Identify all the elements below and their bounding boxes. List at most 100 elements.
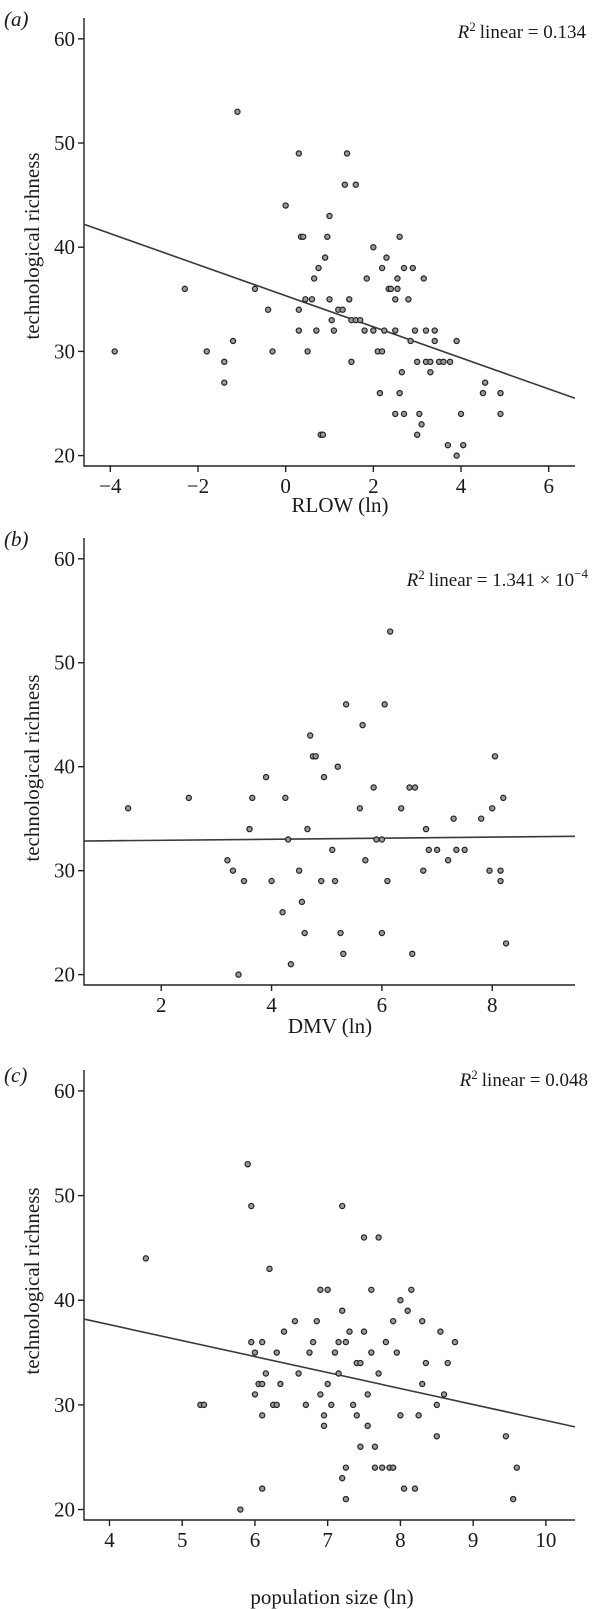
data-point xyxy=(312,753,319,760)
x-tick-label: 2 xyxy=(368,474,379,498)
data-point xyxy=(361,327,368,334)
data-points-c xyxy=(142,1160,521,1513)
data-point xyxy=(302,1401,310,1409)
data-point xyxy=(433,1401,440,1409)
regression-line xyxy=(83,1318,576,1428)
data-point xyxy=(353,1412,360,1419)
axis-lines-b xyxy=(83,538,575,986)
data-point xyxy=(339,1202,346,1210)
x-tick-label: 8 xyxy=(395,1528,406,1552)
data-point xyxy=(440,358,447,366)
data-point xyxy=(282,202,289,209)
data-point xyxy=(248,1338,255,1346)
data-point xyxy=(397,1412,404,1419)
data-point xyxy=(234,108,241,115)
data-point xyxy=(304,348,311,355)
data-point xyxy=(295,150,303,157)
x-tick-label: −2 xyxy=(187,474,209,498)
data-point xyxy=(357,1443,364,1450)
data-point xyxy=(398,369,406,376)
data-point xyxy=(478,815,485,822)
data-point xyxy=(413,358,421,366)
data-point xyxy=(284,836,292,843)
data-point xyxy=(413,431,421,438)
data-point xyxy=(415,1412,422,1419)
data-point xyxy=(451,1338,459,1346)
data-point xyxy=(393,1349,400,1356)
data-point xyxy=(251,1391,259,1398)
y-tick-label: 50 xyxy=(54,651,75,675)
data-point xyxy=(422,1359,430,1367)
data-point xyxy=(486,867,493,874)
data-point xyxy=(298,898,306,906)
data-point xyxy=(437,1328,444,1335)
y-axis-label-a: technological richness xyxy=(20,152,44,339)
data-point xyxy=(389,1317,397,1325)
data-point xyxy=(371,1443,379,1450)
data-point xyxy=(334,763,341,770)
axes-c xyxy=(83,1070,575,1521)
data-point xyxy=(373,836,380,843)
data-point xyxy=(352,181,360,188)
data-point xyxy=(318,877,325,885)
data-point xyxy=(328,1401,335,1409)
data-point xyxy=(453,846,460,854)
x-tick-label: 6 xyxy=(250,1528,261,1552)
x-axis-label-a: RLOW (ln) xyxy=(291,493,388,517)
data-point xyxy=(394,275,401,282)
data-point xyxy=(513,1464,521,1471)
data-point xyxy=(309,1338,317,1346)
scatter-panel-c: (c) R2 linear = 0.048 technological richn… xyxy=(4,1063,588,1609)
data-point xyxy=(342,1464,350,1471)
data-point xyxy=(203,348,210,355)
data-point xyxy=(453,337,460,345)
data-point xyxy=(342,701,350,708)
data-point xyxy=(181,285,189,293)
data-point xyxy=(427,369,434,376)
data-point xyxy=(235,971,242,978)
data-point xyxy=(378,348,386,355)
data-point xyxy=(320,1412,328,1419)
data-point xyxy=(497,877,504,885)
trendline-c xyxy=(83,1318,576,1428)
x-ticks-b: 2 4 6 8 xyxy=(156,985,497,1017)
data-point xyxy=(111,348,118,355)
data-point xyxy=(404,1307,411,1314)
data-point xyxy=(364,1391,371,1398)
y-tick-label: 30 xyxy=(54,1393,75,1417)
data-point xyxy=(304,825,311,833)
data-point xyxy=(273,1401,280,1409)
data-point xyxy=(342,1495,350,1503)
data-point xyxy=(185,794,193,802)
data-point xyxy=(420,867,427,874)
axis-lines-c xyxy=(83,1070,575,1521)
data-point xyxy=(326,212,333,220)
data-point xyxy=(509,1495,517,1503)
data-point xyxy=(502,940,510,947)
y-tick-label: 60 xyxy=(54,547,75,571)
data-point xyxy=(370,244,377,251)
data-point xyxy=(295,327,303,334)
data-point xyxy=(450,815,457,822)
data-point xyxy=(427,358,434,366)
data-point xyxy=(317,1391,324,1398)
data-point xyxy=(425,846,433,854)
data-point xyxy=(266,1265,273,1273)
data-point xyxy=(457,410,465,418)
data-point xyxy=(335,1338,342,1346)
data-point xyxy=(313,1317,320,1325)
data-point xyxy=(362,857,369,864)
y-tick-label: 40 xyxy=(54,755,75,779)
data-point xyxy=(264,306,272,313)
data-point xyxy=(497,410,504,418)
data-point xyxy=(259,1380,266,1388)
data-point xyxy=(229,337,237,345)
data-point xyxy=(295,306,303,313)
x-tick-label: 2 xyxy=(156,993,167,1017)
x-tick-label: 4 xyxy=(104,1528,115,1552)
data-point xyxy=(409,950,416,958)
x-tick-label: 6 xyxy=(543,474,554,498)
data-point xyxy=(378,264,386,272)
data-point xyxy=(364,1422,371,1430)
